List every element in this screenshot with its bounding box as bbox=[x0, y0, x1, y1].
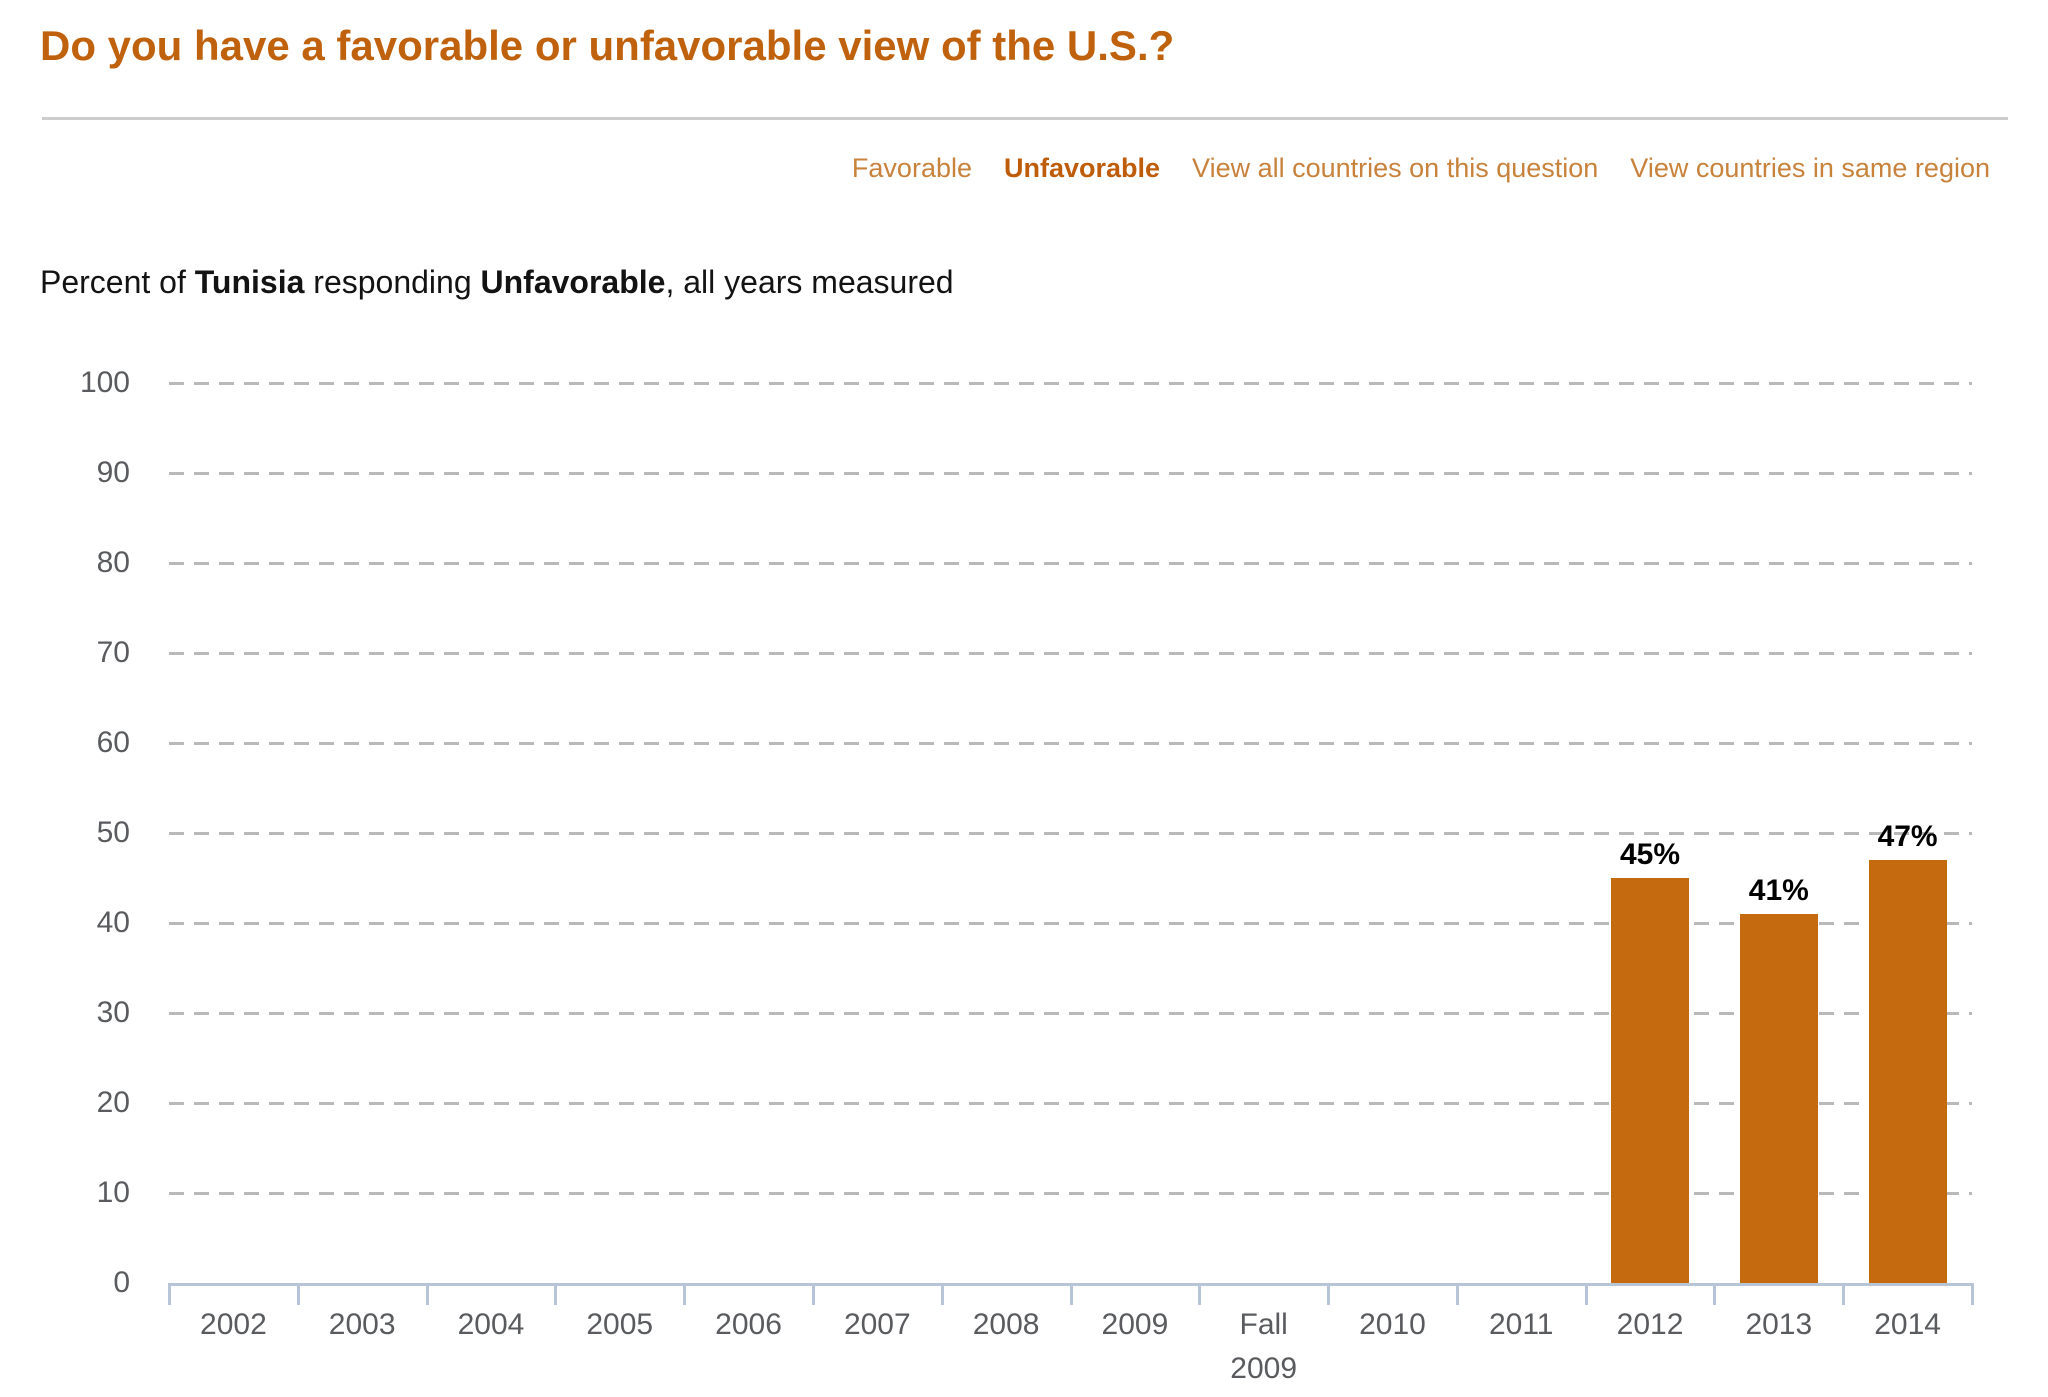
nav-link-unfavorable[interactable]: Unfavorable bbox=[1004, 153, 1161, 183]
x-axis-tick bbox=[1327, 1283, 1331, 1305]
bar-value-label: 45% bbox=[1620, 838, 1681, 871]
x-axis-label: 2003 bbox=[328, 1308, 396, 1341]
gridline bbox=[169, 1012, 1972, 1015]
y-axis-label: 90 bbox=[96, 456, 130, 489]
y-axis-label: 80 bbox=[96, 546, 130, 579]
gridline bbox=[169, 832, 1972, 835]
nav-link-view-same-region[interactable]: View countries in same region bbox=[1630, 153, 1990, 183]
x-axis-tick bbox=[168, 1283, 171, 1305]
x-axis-tick bbox=[425, 1283, 429, 1305]
gridline bbox=[169, 1192, 1972, 1195]
x-axis-tick bbox=[940, 1283, 944, 1305]
nav-link-favorable[interactable]: Favorable bbox=[851, 153, 972, 183]
x-axis-tick bbox=[811, 1283, 815, 1305]
x-axis-label: 2004 bbox=[457, 1308, 525, 1341]
subtitle-country: Tunisia bbox=[194, 264, 305, 300]
gridline bbox=[169, 922, 1972, 925]
x-axis-label: 2010 bbox=[1359, 1308, 1426, 1341]
x-axis-tick bbox=[1584, 1283, 1588, 1305]
bar[interactable] bbox=[1611, 878, 1690, 1283]
y-axis-label: 0 bbox=[113, 1266, 130, 1299]
chart-subtitle: Percent of Tunisia responding Unfavorabl… bbox=[40, 262, 954, 302]
y-axis-label: 60 bbox=[96, 726, 130, 759]
subtitle-middle: responding bbox=[304, 264, 481, 300]
view-toggle-nav: Favorable Unfavorable View all countries… bbox=[852, 150, 1990, 186]
y-axis-label: 40 bbox=[96, 906, 130, 939]
bar[interactable] bbox=[1739, 914, 1818, 1283]
x-axis-label: 2011 bbox=[1488, 1308, 1554, 1341]
x-axis-tick bbox=[1198, 1283, 1202, 1305]
x-axis-label: 2002 bbox=[200, 1308, 267, 1341]
x-axis-label: 2005 bbox=[586, 1308, 654, 1341]
gridline bbox=[169, 472, 1972, 475]
x-axis-tick bbox=[296, 1283, 300, 1305]
x-axis-label: 2012 bbox=[1616, 1308, 1684, 1341]
gridline bbox=[169, 562, 1972, 565]
y-axis-label: 70 bbox=[96, 636, 130, 669]
y-axis-label: 10 bbox=[96, 1176, 130, 1209]
subtitle-prefix: Percent of bbox=[40, 264, 195, 300]
bar[interactable] bbox=[1868, 860, 1947, 1283]
x-axis-tick bbox=[683, 1283, 687, 1305]
x-axis-label: 2014 bbox=[1874, 1308, 1941, 1341]
gridline bbox=[169, 382, 1972, 385]
x-axis-label: 2008 bbox=[972, 1308, 1040, 1341]
x-axis-label: 2009 bbox=[1101, 1308, 1169, 1341]
x-axis-label: 2013 bbox=[1745, 1308, 1813, 1341]
bar-value-label: 41% bbox=[1748, 874, 1809, 907]
subtitle-suffix: , all years measured bbox=[665, 264, 954, 300]
x-axis-label: 2007 bbox=[843, 1308, 911, 1341]
y-axis-label: 30 bbox=[96, 996, 130, 1029]
x-axis-tick bbox=[1455, 1283, 1459, 1305]
x-axis-tick bbox=[1971, 1283, 1974, 1305]
x-axis-label: Fall 2009 bbox=[1230, 1308, 1298, 1385]
bar-value-label: 47% bbox=[1877, 820, 1938, 853]
gridline bbox=[169, 1102, 1972, 1105]
title-divider bbox=[42, 117, 2008, 120]
gridline bbox=[169, 742, 1972, 745]
subtitle-response: Unfavorable bbox=[480, 264, 666, 300]
x-axis-tick bbox=[1842, 1283, 1846, 1305]
x-axis-label: 2006 bbox=[715, 1308, 782, 1341]
x-axis-tick bbox=[1713, 1283, 1717, 1305]
x-axis-tick bbox=[554, 1283, 558, 1305]
gridline bbox=[169, 652, 1972, 655]
y-axis-label: 100 bbox=[79, 366, 130, 399]
x-axis-tick bbox=[1069, 1283, 1073, 1305]
y-axis-label: 20 bbox=[96, 1086, 130, 1119]
y-axis-label: 50 bbox=[96, 816, 130, 849]
nav-link-view-all-countries[interactable]: View all countries on this question bbox=[1192, 153, 1599, 183]
page-title: Do you have a favorable or unfavorable v… bbox=[40, 22, 1175, 69]
